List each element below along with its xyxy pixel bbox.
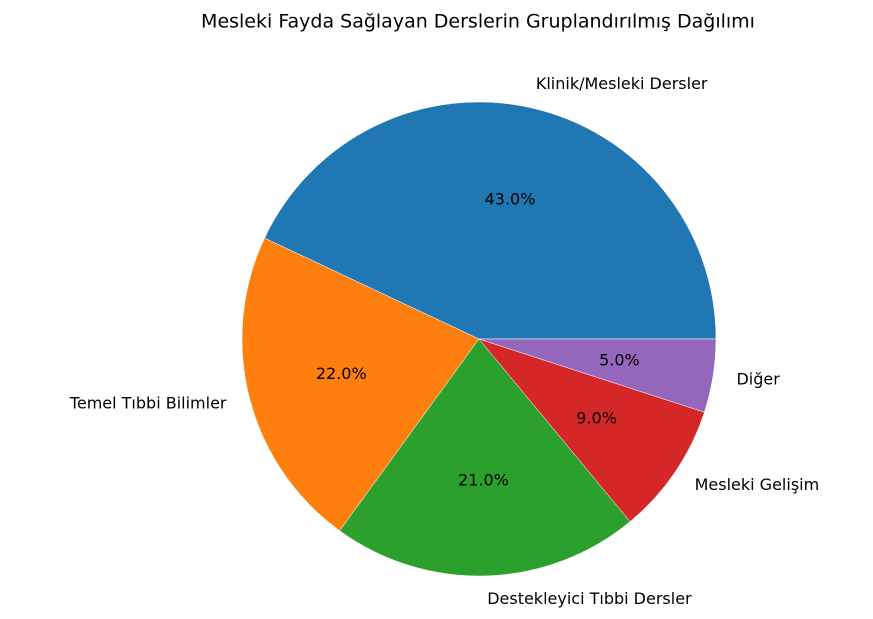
chart-title: Mesleki Fayda Sağlayan Derslerin Gruplan… bbox=[201, 11, 755, 33]
slice-label: Temel Tıbbi Bilimler bbox=[69, 393, 227, 412]
pie-slice bbox=[478, 338, 705, 522]
pie-slice bbox=[241, 237, 480, 532]
percent-label: 43.0% bbox=[485, 190, 536, 209]
pie-slice bbox=[264, 101, 717, 340]
percent-label: 5.0% bbox=[599, 351, 640, 370]
percent-label: 21.0% bbox=[458, 471, 509, 490]
slice-label: Mesleki Gelişim bbox=[695, 475, 820, 494]
slice-label: Diğer bbox=[736, 369, 780, 388]
slice-label: Klinik/Mesleki Dersler bbox=[536, 74, 708, 93]
pie-slice bbox=[339, 338, 631, 577]
percent-label: 9.0% bbox=[576, 408, 617, 427]
percent-label: 22.0% bbox=[316, 364, 367, 383]
slice-label: Destekleyici Tıbbi Dersler bbox=[487, 589, 692, 608]
pie-slice bbox=[478, 338, 717, 413]
